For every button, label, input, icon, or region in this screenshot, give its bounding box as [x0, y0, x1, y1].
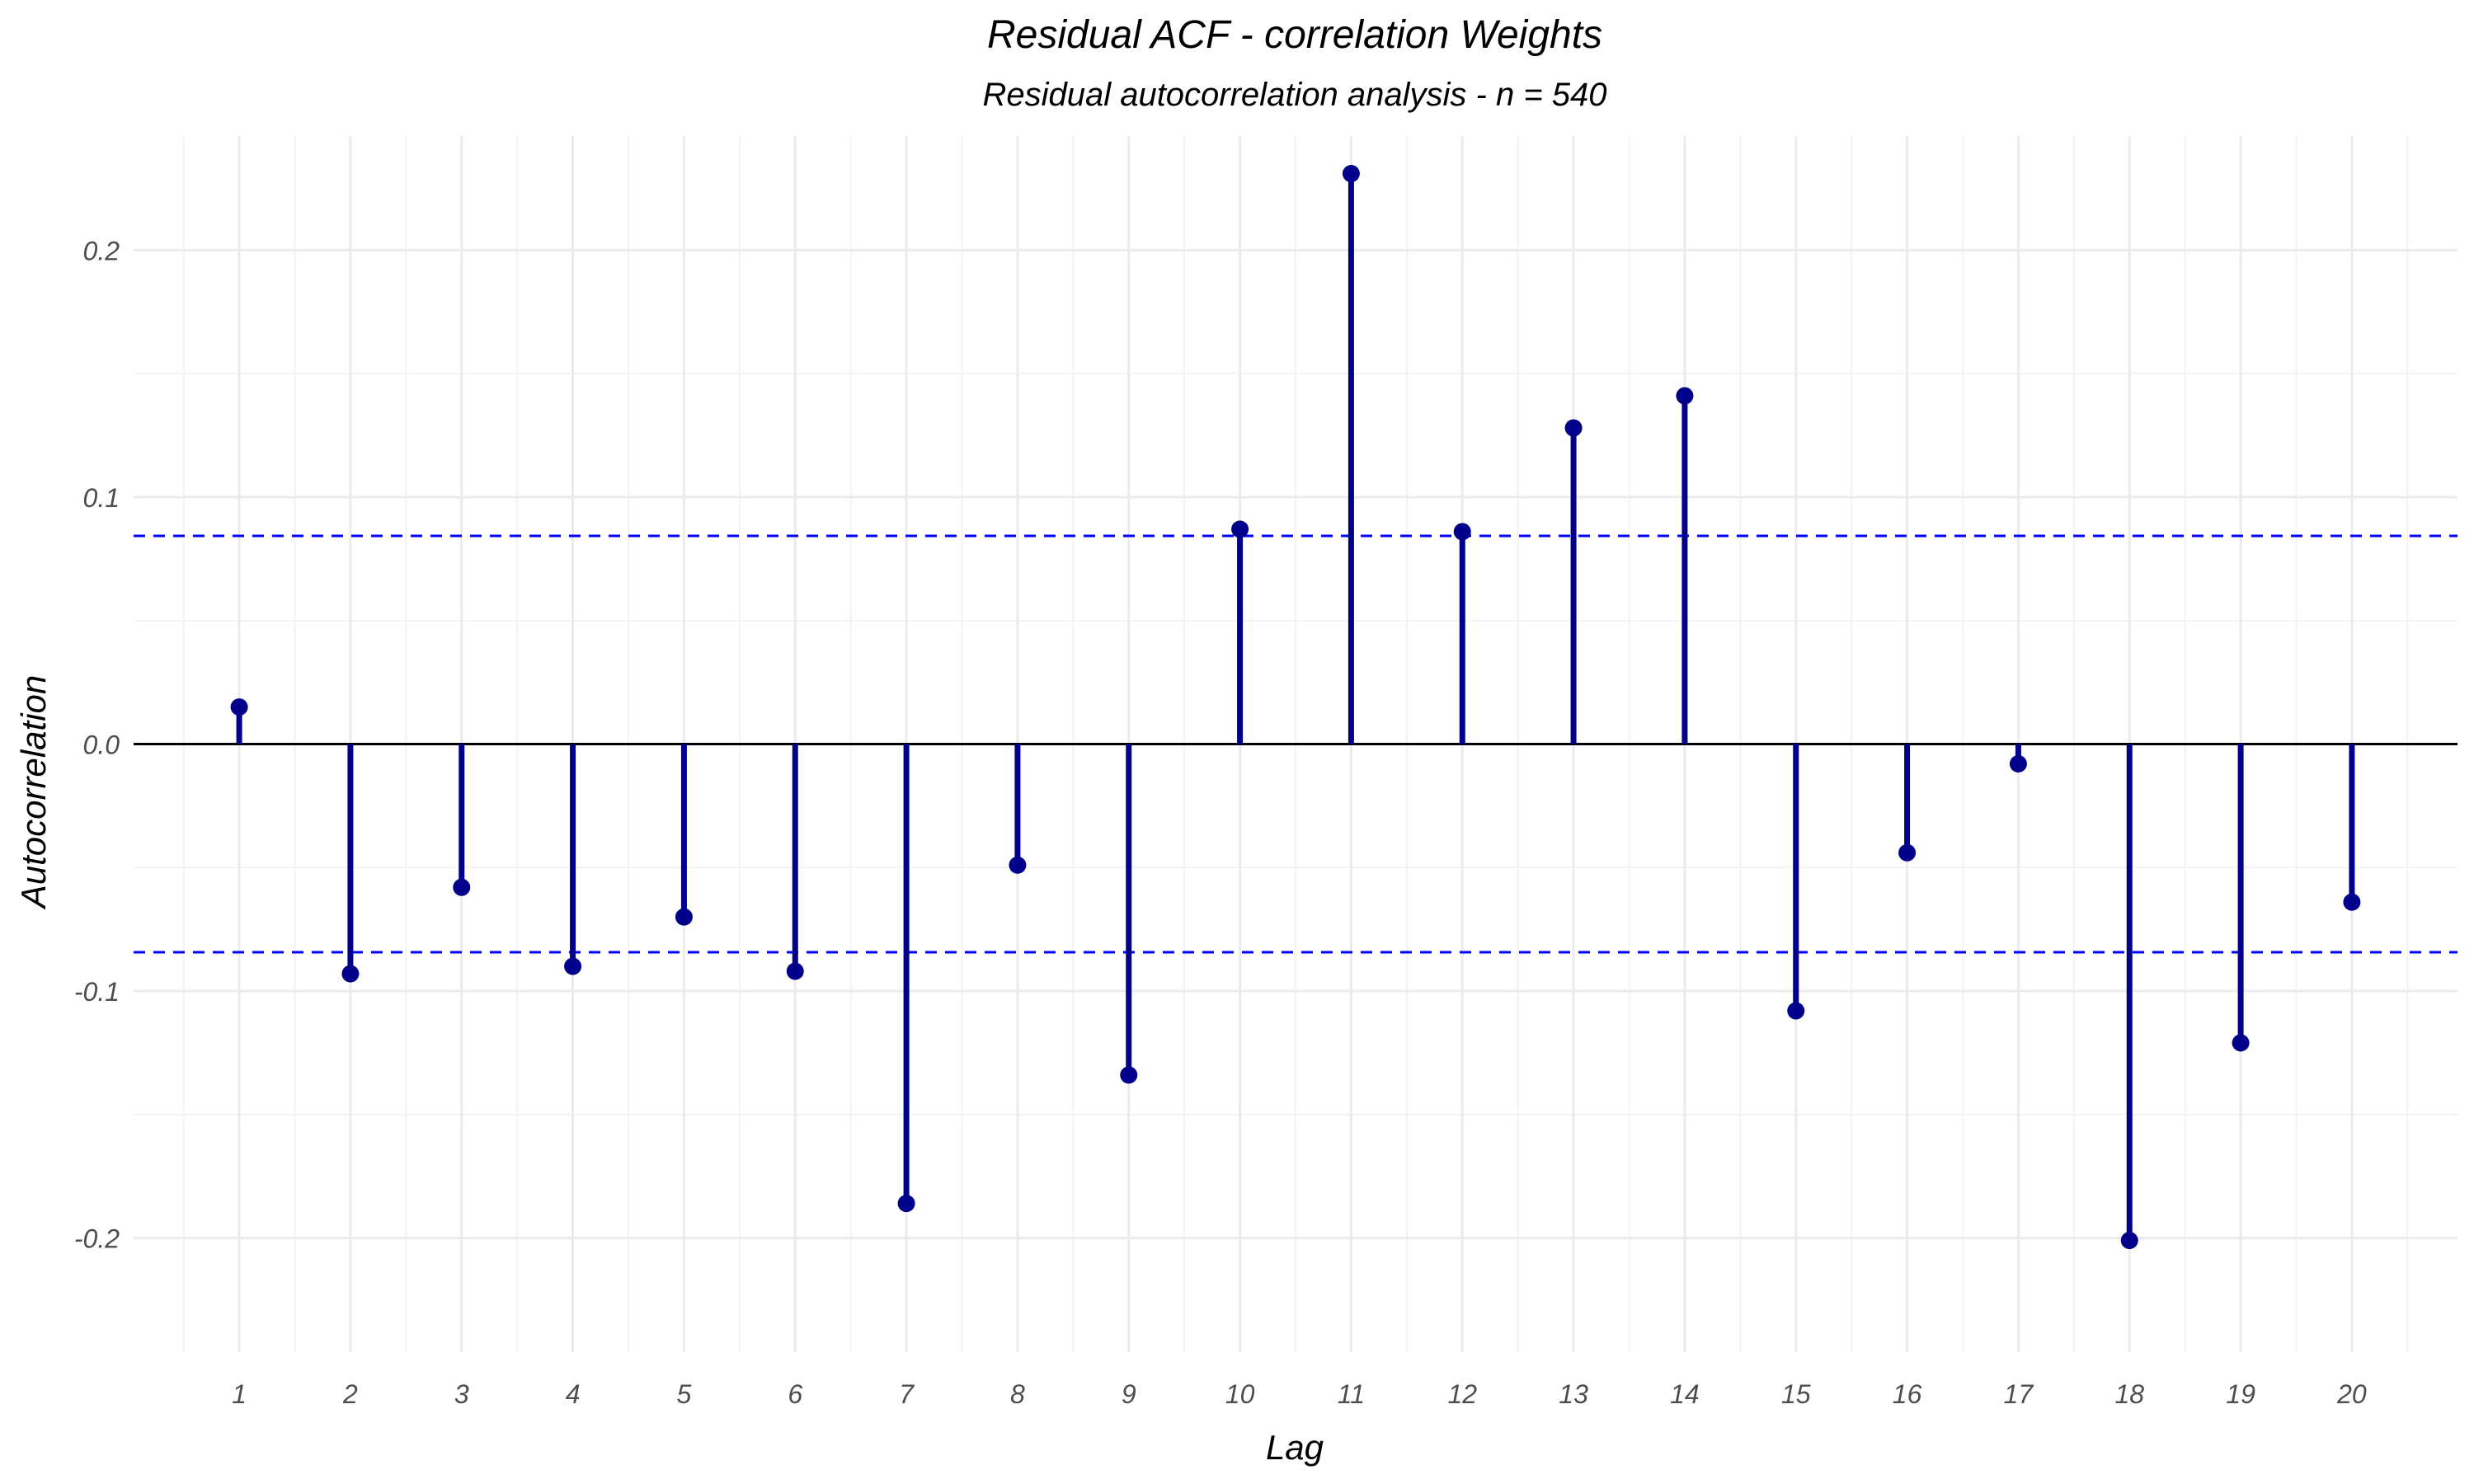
point-lag-10: [1231, 520, 1249, 538]
x-tick-label: 3: [454, 1379, 469, 1409]
x-tick-label: 8: [1010, 1379, 1025, 1409]
y-tick-label: -0.2: [74, 1224, 120, 1254]
x-tick-label: 15: [1781, 1379, 1811, 1409]
point-lag-6: [786, 962, 804, 980]
x-axis-label: Lag: [1266, 1428, 1324, 1467]
point-lag-20: [2343, 893, 2361, 911]
point-lag-7: [897, 1195, 915, 1213]
x-tick-label: 9: [1122, 1379, 1136, 1409]
x-tick-label: 11: [1338, 1379, 1365, 1409]
point-lag-14: [1676, 387, 1694, 405]
y-tick-label: 0.1: [83, 483, 120, 513]
x-tick-label: 16: [1893, 1379, 1922, 1409]
x-tick-label: 19: [2226, 1379, 2255, 1409]
point-lag-12: [1453, 523, 1471, 541]
x-tick-label: 20: [2336, 1379, 2367, 1409]
y-tick-label: 0.0: [83, 730, 120, 760]
y-tick-label: 0.2: [83, 236, 120, 265]
point-lag-9: [1120, 1066, 1138, 1084]
chart-title: Residual ACF - correlation Weights: [987, 13, 1602, 57]
x-tick-label: 5: [677, 1379, 692, 1409]
point-lag-13: [1564, 419, 1583, 437]
x-tick-label: 6: [788, 1379, 802, 1409]
point-lag-15: [1787, 1002, 1805, 1020]
point-lag-8: [1009, 856, 1027, 874]
point-lag-19: [2232, 1034, 2250, 1052]
x-tick-label: 10: [1225, 1379, 1255, 1409]
chart-subtitle: Residual autocorrelation analysis - n = …: [982, 77, 1606, 113]
point-lag-11: [1342, 165, 1360, 183]
point-lag-5: [675, 908, 693, 926]
point-lag-4: [564, 957, 582, 975]
x-tick-label: 4: [566, 1379, 581, 1409]
point-lag-17: [2009, 754, 2027, 773]
y-tick-label: -0.1: [74, 977, 120, 1007]
point-lag-3: [453, 878, 471, 896]
x-tick-label: 17: [2004, 1379, 2034, 1409]
y-axis-label: Autocorrelation: [14, 675, 53, 911]
y-tick-labels: -0.2 -0.1 0.0 0.1 0.2: [74, 236, 120, 1253]
x-tick-label: 1: [232, 1379, 247, 1409]
stems: [236, 173, 2355, 1241]
x-tick-label: 18: [2114, 1379, 2144, 1409]
point-lag-16: [1898, 843, 1917, 862]
point-lag-2: [341, 965, 360, 983]
x-tick-label: 2: [342, 1379, 358, 1409]
points: [230, 165, 2361, 1250]
x-tick-label: 7: [899, 1379, 915, 1409]
point-lag-18: [2120, 1232, 2138, 1250]
x-tick-label: 14: [1670, 1379, 1700, 1409]
x-tick-labels: 1 2 3 4 5 6 7 8 9 10 11 12 13 14 15 16 17 18 19 20: [232, 1379, 2367, 1409]
x-tick-label: 12: [1447, 1379, 1477, 1409]
point-lag-1: [230, 698, 248, 716]
x-tick-label: 13: [1559, 1379, 1588, 1409]
